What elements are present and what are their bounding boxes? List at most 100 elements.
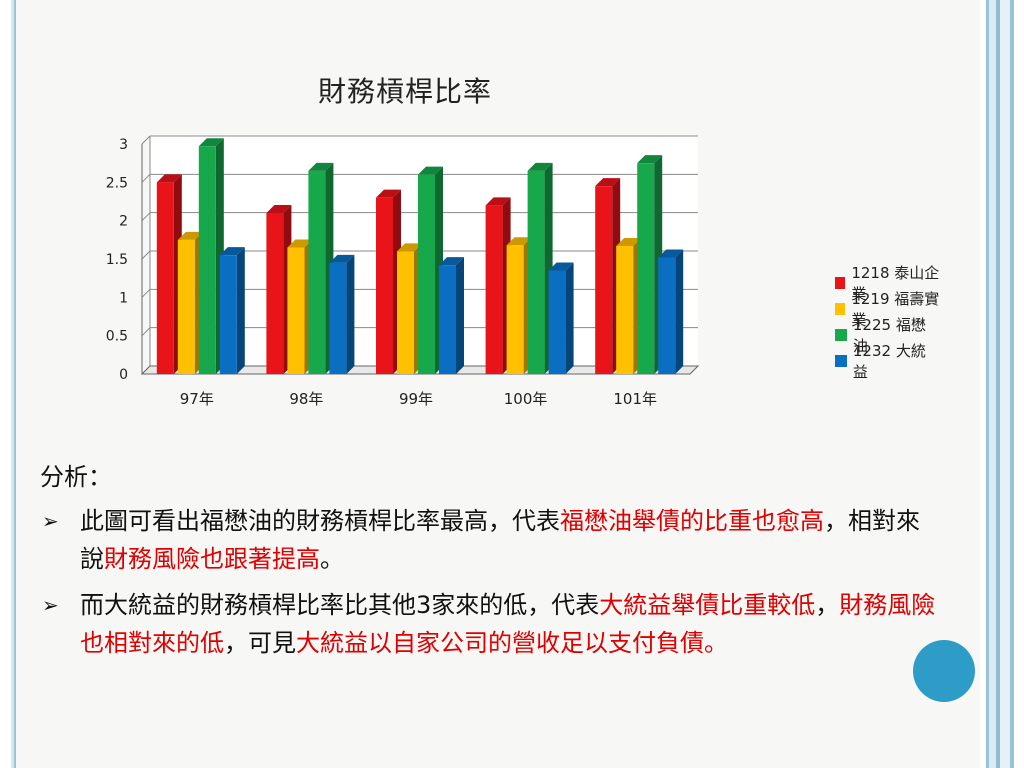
body-text: 。 (320, 545, 344, 573)
bar-top (266, 205, 292, 213)
bar-top (658, 249, 684, 258)
slide-left-border (0, 0, 16, 768)
x-tick-label: 97年 (180, 390, 214, 408)
bar-top (397, 243, 422, 252)
legend-label: 1232 大統益 (852, 342, 926, 381)
bar-front (397, 251, 414, 374)
bar-front (329, 262, 347, 374)
bar-top (177, 231, 203, 240)
bar-front (219, 255, 237, 374)
body-text: ，相對來說 (80, 507, 920, 573)
chart-title: 財務槓桿比率 (317, 75, 492, 108)
y-tick-label: 3 (119, 137, 128, 153)
gridline-slant (141, 135, 151, 145)
y-tick-label: 2.5 (106, 175, 128, 191)
bar-top (329, 254, 355, 263)
arrow-bullet-icon: ➢ (42, 593, 59, 617)
bar-top (156, 174, 182, 183)
bar-top (595, 178, 621, 187)
body-text: 而大統益的財務槓桿比率比其他3家來的低，代表 (80, 591, 600, 619)
bar-side (565, 262, 574, 374)
analysis-bullet: ➢ 而大統益的財務槓桿比率比其他3家來的低，代表大統益舉債比重較低，財務風險也相對… (40, 586, 940, 662)
x-tick-label: 98年 (289, 390, 323, 408)
bar-top (287, 239, 313, 248)
highlight-text: 大統益以自家公司的營收足以支付負債。 (296, 629, 728, 657)
legend-label: 1219 福壽實業 (851, 290, 940, 329)
bar (219, 247, 245, 374)
bar-top (198, 138, 224, 147)
bar-side (236, 247, 245, 374)
bar-front (418, 174, 435, 374)
legend-item: 1225 福懋油 (835, 316, 940, 355)
bar-top (506, 237, 532, 246)
highlight-text: 大統益舉債比重較低 (599, 591, 816, 619)
bar-front (658, 257, 676, 374)
gridline-slant (141, 250, 151, 260)
highlight-text: 財務風險也相對來的低 (80, 591, 936, 657)
bar-front (637, 163, 655, 374)
bar-front (616, 245, 634, 374)
legend-item: 1232 大統益 (835, 342, 940, 381)
legend-swatch (835, 329, 847, 341)
legend-swatch (835, 355, 847, 367)
bar-front (198, 146, 216, 374)
analysis-bullets: ➢ 此圖可看出福懋油的財務槓桿比率最高，代表福懋油舉債的比重也愈高，相對來說財務風… (40, 502, 940, 662)
slide-right-border (980, 0, 1024, 768)
bar-side (346, 254, 355, 374)
y-tick-label: 0 (119, 367, 128, 383)
bar (658, 249, 684, 374)
bar-side (675, 249, 684, 374)
bar-front (177, 239, 195, 374)
legend-item: 1219 福壽實業 (835, 290, 940, 329)
bar-front (439, 265, 456, 374)
y-tick-label: 1.5 (106, 252, 128, 268)
bar-top (616, 237, 642, 246)
bar-top (418, 166, 443, 175)
highlight-text: 財務風險也跟著提高 (104, 545, 320, 573)
bar-top (439, 257, 464, 266)
bar-front (308, 170, 326, 374)
bar-front (548, 270, 566, 374)
arrow-bullet-icon: ➢ (42, 509, 59, 533)
analysis-heading: 分析： (40, 463, 112, 491)
decorative-circle (913, 640, 975, 702)
bar-front (527, 170, 545, 374)
analysis-bullet: ➢ 此圖可看出福懋油的財務槓桿比率最高，代表福懋油舉債的比重也愈高，相對來說財務風… (40, 502, 940, 578)
gridline-slant (141, 173, 151, 183)
bar-front (506, 245, 524, 374)
body-text: ，可見 (224, 629, 296, 657)
legend-label: 1218 泰山企業 (851, 264, 940, 303)
bar-top (376, 189, 401, 198)
bar-top (308, 162, 334, 171)
bar-front (376, 197, 393, 374)
bar-top (637, 155, 663, 164)
body-text: 此圖可看出福懋油的財務槓桿比率最高，代表 (80, 507, 560, 535)
bar-top (527, 162, 553, 171)
bar-side (456, 257, 464, 374)
x-tick-label: 101年 (613, 390, 657, 408)
y-tick-label: 1 (119, 290, 128, 306)
body-text: ， (815, 591, 840, 619)
bar-chart: 0 0.5 1 1.5 2 2.5 3 97年 98年 99年 100年 101年 (106, 135, 700, 408)
x-tick-label: 100年 (504, 390, 548, 408)
gridline-slant (141, 212, 151, 222)
analysis-section: 分析： ➢ 此圖可看出福懋油的財務槓桿比率最高，代表福懋油舉債的比重也愈高，相對來… (40, 458, 940, 670)
bar (439, 257, 464, 374)
legend-label: 1225 福懋油 (852, 316, 926, 355)
bar-top (548, 262, 574, 271)
gridline-slant (141, 288, 151, 298)
bar-front (287, 247, 305, 374)
bar-front (266, 213, 284, 374)
x-tick-label: 99年 (399, 390, 433, 408)
bar (548, 262, 574, 374)
chart-container: 財務槓桿比率 0 0.5 1 1.5 2 2.5 3 97年 98年 99年 100年 101年 12… (90, 60, 940, 420)
y-tick-label: 0.5 (106, 329, 128, 345)
bar-top (219, 247, 245, 256)
gridline-slant (141, 327, 151, 337)
bar (329, 254, 355, 374)
bar-top (485, 197, 511, 206)
y-tick-label: 2 (119, 214, 128, 230)
bar-front (156, 182, 174, 374)
bar-front (595, 186, 613, 374)
legend-swatch (835, 303, 846, 315)
